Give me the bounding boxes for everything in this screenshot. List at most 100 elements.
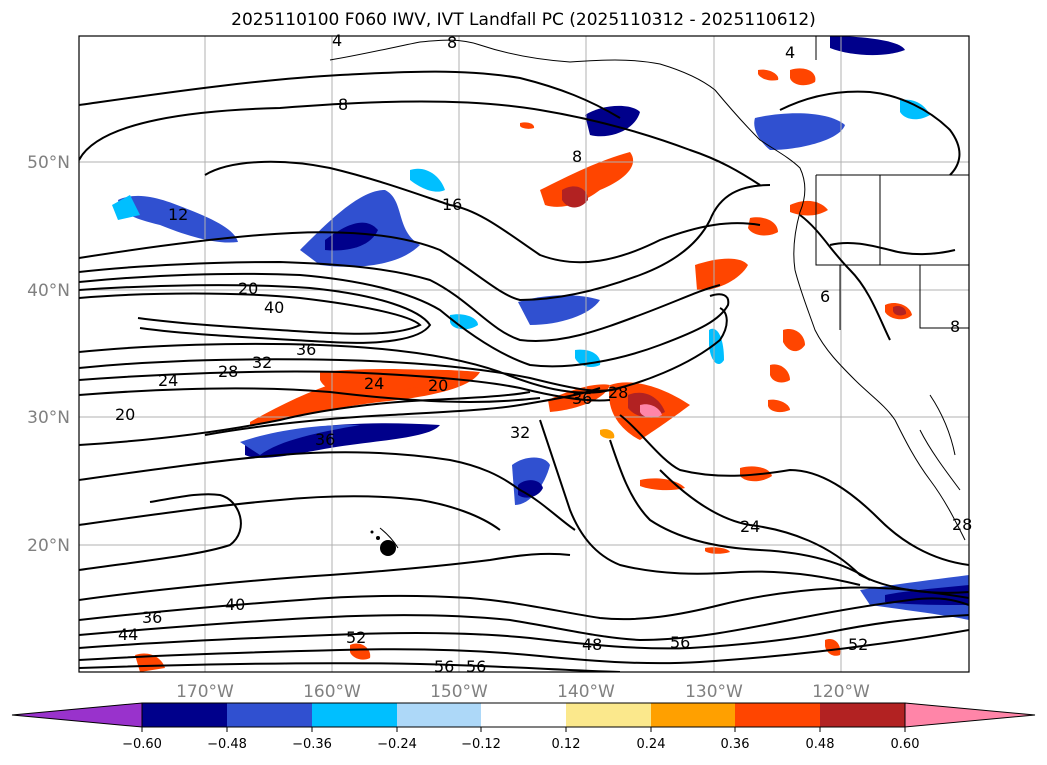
pc-positive-region — [758, 69, 779, 81]
pc-positive-region — [695, 258, 748, 291]
lon-tick-label: 170°W — [176, 682, 234, 702]
colorbar-tick-label: −0.48 — [207, 737, 247, 752]
contour-labels: 4 8 8 4 8 12 16 20 40 36 32 28 24 20 24 … — [115, 31, 972, 676]
colorbar-tick-label: −0.24 — [377, 737, 417, 752]
pc-positive-region — [520, 122, 535, 129]
lat-tick-label: 20°N — [27, 536, 70, 556]
pc-negative-region — [325, 222, 378, 251]
colorbar-tick-label: 0.60 — [891, 737, 920, 752]
contour-label: 48 — [582, 635, 602, 654]
colorbar-tick-label: 0.36 — [721, 737, 750, 752]
colorbar: −0.60 −0.48 −0.36 −0.24 −0.12 0.12 0.24 … — [11, 702, 1036, 752]
coastlines — [329, 36, 969, 549]
contour-label: 12 — [168, 205, 188, 224]
contour-label: 32 — [252, 353, 272, 372]
contour-label: 20 — [428, 376, 448, 395]
pc-negative-region — [118, 195, 238, 243]
pc-positive-region — [768, 399, 790, 413]
contour-label: 56 — [434, 657, 454, 676]
colorbar-swatch — [820, 703, 905, 727]
pc-positive-region — [350, 643, 371, 660]
contour-label: 20 — [115, 405, 135, 424]
colorbar-tick-label: −0.36 — [292, 737, 332, 752]
lon-tick-label: 160°W — [303, 682, 361, 702]
latitude-ticks: 50°N 40°N 30°N 20°N — [27, 153, 70, 556]
contour-label: 36 — [572, 389, 592, 408]
contour-label: 36 — [296, 340, 316, 359]
contour-label: 4 — [785, 43, 795, 62]
contour-label: 16 — [442, 195, 462, 214]
contour-label: 52 — [848, 635, 868, 654]
colorbar-swatch — [735, 703, 820, 727]
pc-positive-region — [640, 478, 685, 491]
pc-negative-region — [900, 99, 930, 120]
contour-label: 56 — [466, 657, 486, 676]
pc-negative-region — [518, 295, 600, 325]
colorbar-ticks — [141, 727, 906, 732]
colorbar-swatch — [142, 703, 227, 727]
pc-positive-region — [893, 305, 907, 316]
pc-positive-region — [748, 217, 778, 236]
contour-label: 6 — [820, 287, 830, 306]
pc-negative-region — [240, 424, 360, 455]
lon-tick-label: 130°W — [685, 682, 743, 702]
colorbar-tick-label: 0.12 — [552, 737, 581, 752]
pc-positive-region — [562, 186, 588, 208]
contour-label: 28 — [218, 362, 238, 381]
lon-tick-label: 150°W — [430, 682, 488, 702]
pc-negative-region — [112, 195, 140, 220]
contour-label: 32 — [510, 423, 530, 442]
contour-label: 36 — [315, 430, 335, 449]
contour-label: 44 — [118, 625, 138, 644]
contour-label: 8 — [572, 147, 582, 166]
pc-negative-region — [450, 314, 478, 330]
contour-label: 28 — [608, 383, 628, 402]
longitude-ticks: 170°W 160°W 150°W 140°W 130°W 120°W — [176, 682, 870, 702]
contour-label: 28 — [952, 515, 972, 534]
colorbar-swatch — [651, 703, 735, 727]
lat-tick-label: 50°N — [27, 153, 70, 173]
lon-tick-label: 120°W — [812, 682, 870, 702]
pc-positive-region — [790, 200, 828, 216]
contour-label: 24 — [364, 374, 384, 393]
colorbar-swatch — [227, 703, 312, 727]
contour-label: 40 — [264, 298, 284, 317]
graticule — [79, 36, 969, 672]
pc-positive-region — [600, 429, 615, 439]
pc-negative-region — [830, 36, 905, 56]
colorbar-tick-label: 0.24 — [637, 737, 666, 752]
iwv-contours — [79, 70, 969, 672]
colorbar-low-extend — [11, 702, 143, 728]
contour-label: 8 — [338, 95, 348, 114]
lat-tick-label: 40°N — [27, 281, 70, 301]
contour-label: 56 — [670, 633, 690, 652]
colorbar-swatch — [481, 703, 566, 727]
colorbar-swatch — [312, 703, 397, 727]
lat-tick-label: 30°N — [27, 408, 70, 428]
contour-label: 24 — [158, 371, 178, 390]
colorbar-swatch — [566, 703, 651, 727]
colorbar-high-extend — [904, 702, 1036, 728]
pc-positive-region — [783, 329, 805, 352]
map-frame — [78, 35, 970, 673]
colorbar-tick-label: −0.60 — [122, 737, 162, 752]
contour-label: 8 — [447, 33, 457, 52]
pc-positive-region — [640, 404, 662, 418]
contour-label: 24 — [740, 517, 760, 536]
contour-label: 8 — [950, 317, 960, 336]
contour-label: 4 — [332, 31, 342, 50]
pc-positive-region — [825, 639, 841, 656]
pc-negative-region — [709, 328, 724, 365]
pc-positive-region — [790, 68, 816, 86]
colorbar-swatch — [397, 703, 481, 727]
pc-negative-region — [410, 168, 445, 192]
lon-tick-label: 140°W — [557, 682, 615, 702]
colorbar-tick-label: 0.48 — [806, 737, 835, 752]
colorbar-tick-label: −0.12 — [461, 737, 501, 752]
contour-label: 20 — [238, 279, 258, 298]
pc-positive-region — [135, 653, 165, 672]
hawaii-island — [380, 540, 396, 556]
pc-negative-region — [754, 113, 845, 150]
pc-positive-region — [770, 364, 790, 383]
